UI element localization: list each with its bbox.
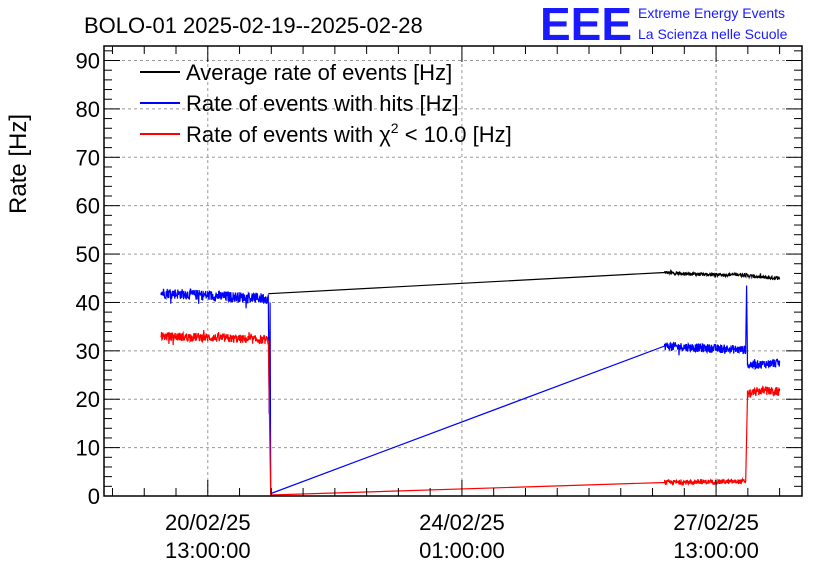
y-axis-label: Rate [Hz] — [5, 114, 32, 214]
plot-frame — [103, 45, 803, 497]
y-tick-label: 20 — [76, 387, 100, 412]
y-tick-label: 0 — [88, 484, 100, 509]
x-tick-date: 24/02/25 — [419, 510, 505, 535]
series-line-average — [268, 268, 781, 295]
logo-line2: La Scienza nelle Scuole — [638, 26, 788, 42]
y-tick-label: 60 — [76, 194, 100, 219]
legend-chi2-post: < 10.0 [Hz] — [399, 122, 512, 147]
legend: Average rate of events [Hz] Rate of even… — [140, 60, 512, 147]
legend-label-hits: Rate of events with hits [Hz] — [186, 91, 459, 116]
x-tick-date: 27/02/25 — [673, 510, 759, 535]
y-tick-label: 30 — [76, 339, 100, 364]
eee-logo: EEE Extreme Energy Events La Scienza nel… — [540, 0, 788, 50]
legend-chi2-pre: Rate of events with — [186, 122, 379, 147]
chart-title: BOLO-01 2025-02-19--2025-02-28 — [84, 13, 423, 38]
y-tick-label: 40 — [76, 290, 100, 315]
grid — [104, 46, 802, 496]
axes — [103, 45, 803, 497]
logo-line1: Extreme Energy Events — [638, 5, 785, 21]
y-tick-label: 10 — [76, 436, 100, 461]
y-tick-label: 90 — [76, 49, 100, 74]
series-group — [160, 268, 781, 496]
legend-label-average: Average rate of events [Hz] — [186, 60, 452, 85]
y-tick-label: 70 — [76, 145, 100, 170]
series-line-chi2 — [160, 330, 781, 496]
x-tick-date: 20/02/25 — [165, 510, 251, 535]
series-line-hits — [160, 285, 781, 495]
legend-chi2-sup: 2 — [391, 120, 399, 136]
x-tick-time: 01:00:00 — [419, 538, 505, 563]
logo-mark: EEE — [540, 0, 632, 50]
y-tick-labels: 0 10 20 30 40 50 60 70 80 90 — [76, 49, 100, 509]
x-tick-labels: 20/02/25 13:00:00 24/02/25 01:00:00 27/02/25… — [165, 510, 759, 563]
legend-chi2-symbol: χ — [379, 122, 391, 147]
y-tick-label: 80 — [76, 97, 100, 122]
y-tick-label: 50 — [76, 242, 100, 267]
legend-label-chi2: Rate of events with χ2 < 10.0 [Hz] — [186, 120, 512, 147]
x-tick-time: 13:00:00 — [673, 538, 759, 563]
x-tick-time: 13:00:00 — [165, 538, 251, 563]
